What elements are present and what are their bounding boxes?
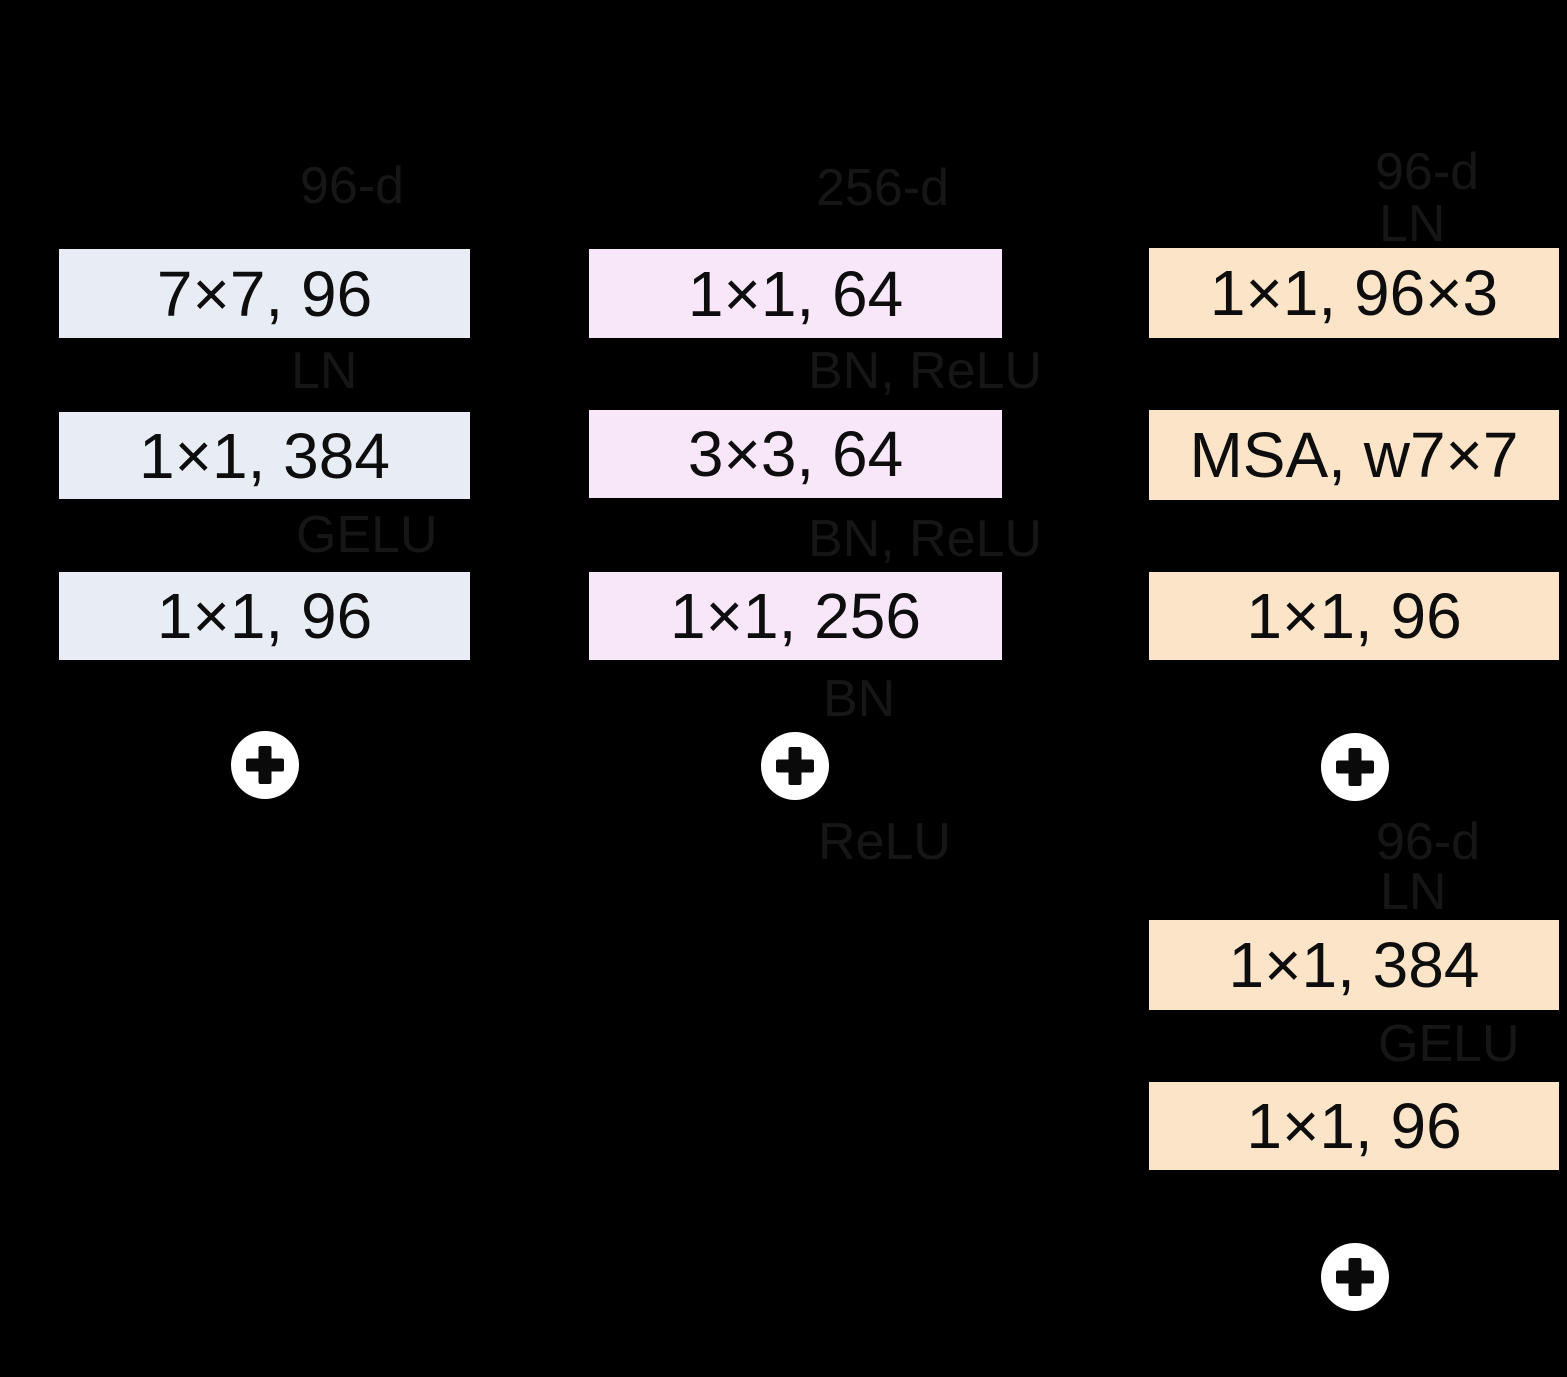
col1-input-dim-label: 96-d [300, 157, 405, 215]
col3-layer-box-1: 1×1, 96×3 [1149, 248, 1559, 338]
col2-norm-label-bn-relu-1: BN, ReLU [808, 342, 1043, 400]
col3-layer-box-3: 1×1, 96 [1149, 572, 1559, 660]
col3-mlp-norm-label-ln: LN [1380, 863, 1447, 921]
col2-norm-label-bn: BN [823, 670, 896, 728]
col3-layer-box-5: 1×1, 96 [1149, 1082, 1559, 1170]
col1-layer-box-2: 1×1, 384 [59, 412, 470, 499]
col2-residual-add-icon [761, 732, 829, 800]
col1-residual-add-icon [231, 731, 299, 799]
col1-norm-label-ln: LN [291, 342, 358, 400]
col3-residual-add-icon-1 [1321, 733, 1389, 801]
col3-input-norm-label-ln: LN [1379, 195, 1446, 253]
col3-layer-box-4: 1×1, 384 [1149, 920, 1559, 1010]
col1-layer-box-1: 7×7, 96 [59, 249, 470, 338]
col3-input-dim-label: 96-d [1375, 143, 1480, 201]
col3-mlp-dim-label: 96-d [1376, 813, 1481, 871]
col3-residual-add-icon-2 [1321, 1243, 1389, 1311]
col3-layer-box-2: MSA, w7×7 [1149, 410, 1559, 500]
col3-activation-label-gelu: GELU [1378, 1015, 1520, 1073]
col2-layer-box-2: 3×3, 64 [589, 410, 1002, 498]
col2-activation-label-relu: ReLU [818, 813, 951, 871]
col2-norm-label-bn-relu-2: BN, ReLU [808, 510, 1043, 568]
col2-layer-box-3: 1×1, 256 [589, 572, 1002, 660]
col2-input-dim-label: 256-d [816, 159, 949, 217]
col1-layer-box-3: 1×1, 96 [59, 572, 470, 660]
col2-layer-box-1: 1×1, 64 [589, 249, 1002, 338]
col1-activation-label-gelu: GELU [296, 506, 438, 564]
